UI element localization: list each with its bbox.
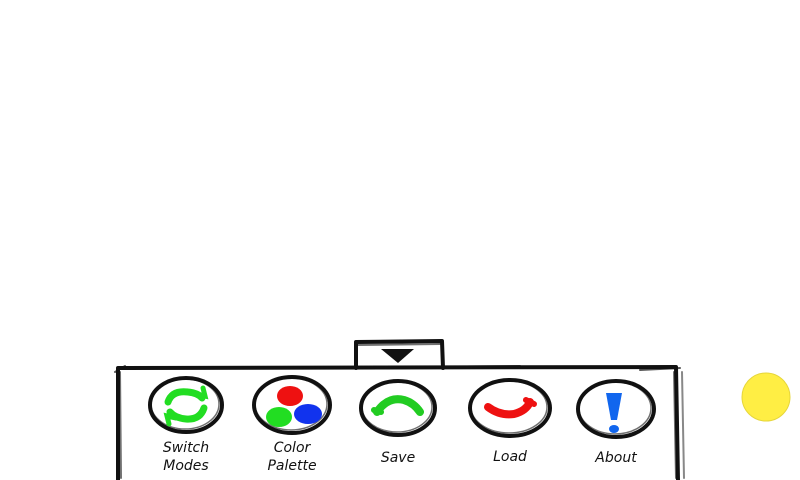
color-palette-circle (252, 375, 332, 435)
about-label: About (595, 450, 637, 466)
toolbar-panel (114, 365, 685, 480)
collapse-tab (354, 339, 445, 370)
switch-modes-button[interactable]: Switch Modes (141, 376, 231, 480)
exclamation-icon (606, 393, 622, 433)
color-palette-button[interactable]: Color Palette (247, 376, 337, 480)
indicator-dot (741, 372, 791, 422)
switch-modes-circle (148, 376, 224, 434)
cycle-arrows-icon (163, 385, 209, 427)
switch-modes-label: Switch Modes (162, 440, 210, 474)
about-button[interactable]: About (571, 380, 661, 480)
save-arc-icon (371, 395, 424, 416)
triangle-down-icon (381, 349, 414, 363)
about-circle (576, 379, 656, 439)
load-arc-icon (484, 397, 537, 419)
color-palette-label: Color Palette (267, 440, 317, 474)
load-label: Load (493, 449, 527, 465)
save-label: Save (380, 450, 416, 466)
load-circle (468, 378, 552, 438)
palette-dots-icon (266, 386, 322, 427)
save-button[interactable]: Save (353, 380, 443, 480)
load-button[interactable]: Load (465, 380, 555, 480)
save-circle (359, 379, 437, 437)
collapse-toolbar-button[interactable] (354, 340, 444, 368)
